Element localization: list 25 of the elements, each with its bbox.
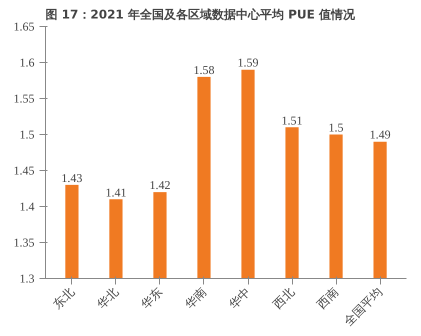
x-tick-label: 东北 bbox=[50, 284, 77, 312]
y-tick-label: 1.45 bbox=[14, 164, 34, 178]
data-label: 1.42 bbox=[149, 178, 170, 192]
x-tick-label: 华南 bbox=[182, 284, 209, 312]
data-label: 1.59 bbox=[238, 56, 259, 70]
y-tick-label: 1.3 bbox=[20, 272, 34, 286]
y-tick-label: 1.4 bbox=[20, 200, 34, 214]
x-tick-label: 全国平均 bbox=[341, 284, 386, 328]
data-label: 1.51 bbox=[282, 113, 303, 128]
x-tick-label: 华东 bbox=[138, 284, 165, 312]
x-tick-label: 华中 bbox=[226, 284, 253, 312]
y-tick-label: 1.65 bbox=[14, 20, 34, 34]
data-label: 1.43 bbox=[61, 170, 82, 185]
data-label: 1.58 bbox=[193, 62, 214, 77]
y-tick-label: 1.5 bbox=[20, 128, 34, 142]
data-label: 1.5 bbox=[328, 120, 344, 134]
x-tick-label: 华北 bbox=[94, 284, 121, 312]
chart-title: 图 17：2021 年全国及各区域数据中心平均 PUE 值情况 bbox=[46, 8, 356, 22]
data-label: 1.41 bbox=[105, 185, 126, 200]
y-tick-label: 1.55 bbox=[14, 92, 34, 106]
x-tick-label: 西南 bbox=[314, 284, 342, 312]
data-label: 1.49 bbox=[370, 128, 391, 142]
y-tick-label: 1.6 bbox=[20, 56, 34, 70]
x-tick-label: 西北 bbox=[270, 284, 297, 312]
y-tick-label: 1.35 bbox=[14, 236, 34, 250]
